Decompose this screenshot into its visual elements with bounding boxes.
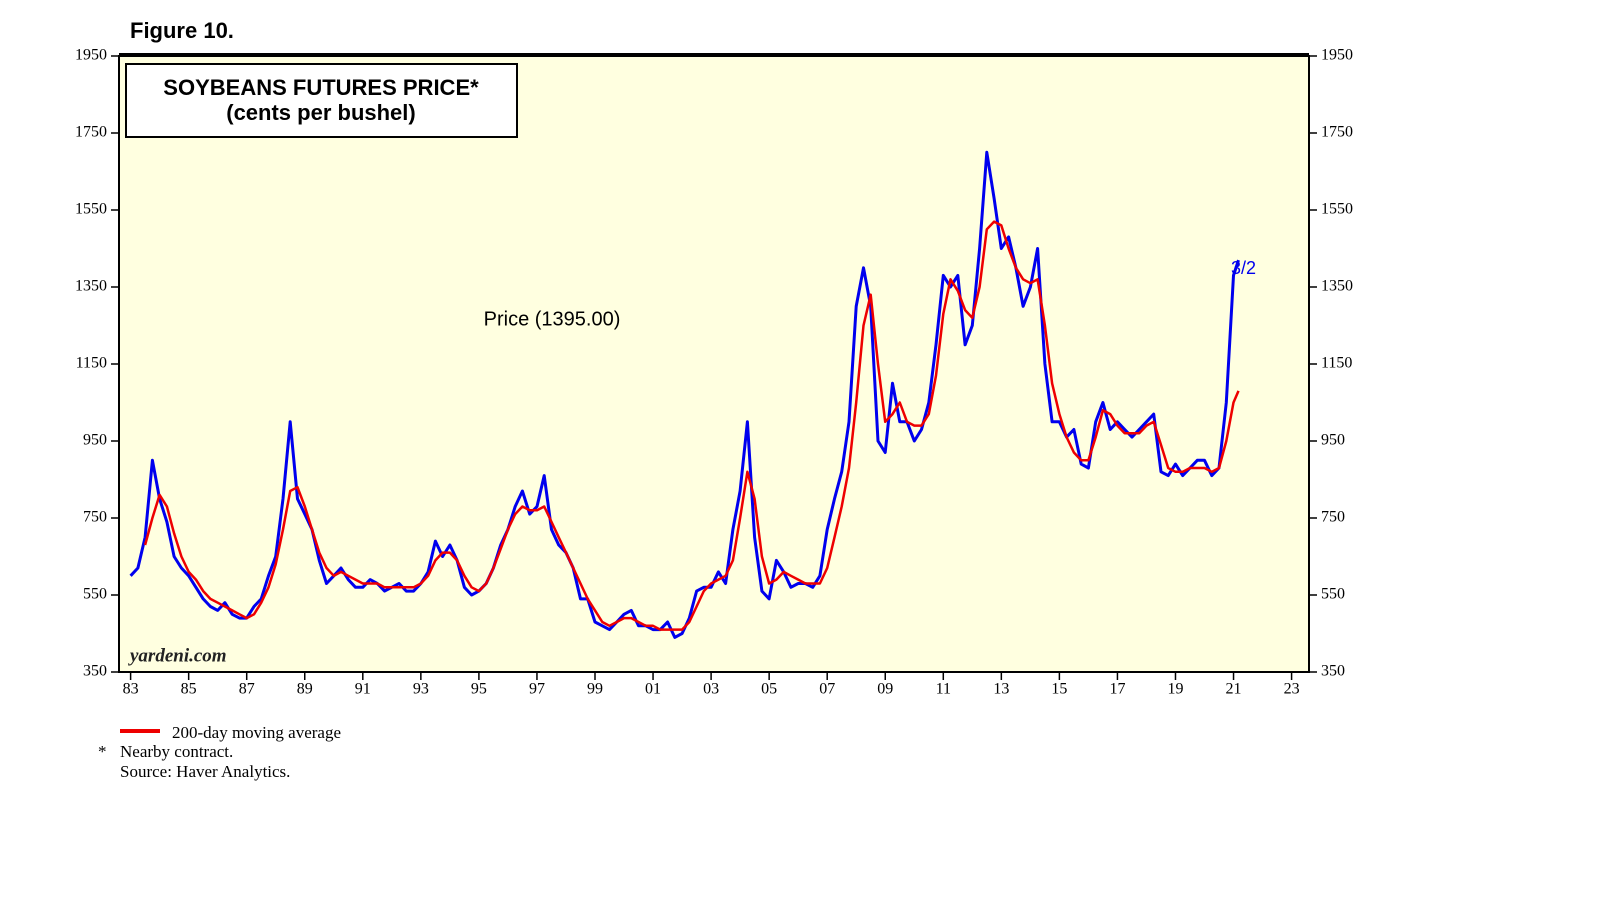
y-tick-label: 550	[83, 586, 107, 603]
x-tick-label: 03	[703, 681, 719, 698]
x-tick-label: 97	[529, 681, 545, 698]
x-tick-label: 11	[936, 681, 951, 698]
note: Nearby contract.	[120, 742, 233, 761]
y2-tick-label: 350	[1321, 663, 1345, 680]
x-tick-label: 95	[471, 681, 487, 698]
y-tick-label: 350	[83, 663, 107, 680]
x-tick-label: 23	[1284, 681, 1300, 698]
y2-tick-label: 1950	[1321, 47, 1353, 64]
y2-tick-label: 1750	[1321, 124, 1353, 141]
y2-tick-label: 1550	[1321, 201, 1353, 218]
x-tick-label: 87	[239, 681, 255, 698]
x-tick-label: 15	[1051, 681, 1067, 698]
y-tick-label: 950	[83, 432, 107, 449]
watermark: yardeni.com	[128, 645, 227, 666]
x-tick-label: 07	[819, 681, 835, 698]
x-tick-label: 09	[877, 681, 893, 698]
x-tick-label: 13	[993, 681, 1009, 698]
x-tick-label: 19	[1167, 681, 1183, 698]
x-tick-label: 89	[297, 681, 313, 698]
x-tick-label: 05	[761, 681, 777, 698]
y-tick-label: 1150	[76, 355, 107, 372]
legend-label: 200-day moving average	[172, 723, 341, 742]
y-tick-label: 1950	[75, 47, 107, 64]
y2-tick-label: 750	[1321, 509, 1345, 526]
y2-tick-label: 1150	[1321, 355, 1352, 372]
x-tick-label: 17	[1109, 681, 1125, 698]
x-tick-label: 91	[355, 681, 371, 698]
y-tick-label: 750	[83, 509, 107, 526]
series-label: Price (1395.00)	[484, 308, 621, 330]
y-tick-label: 1550	[75, 201, 107, 218]
x-tick-label: 83	[123, 681, 139, 698]
note-marker: *	[98, 742, 107, 761]
series-line	[143, 220, 1240, 631]
title-box	[125, 63, 518, 138]
end-annotation: 3/2	[1231, 258, 1256, 278]
y-tick-label: 1350	[75, 278, 107, 295]
x-tick-label: 85	[181, 681, 197, 698]
figure-label: Figure 10.	[130, 18, 234, 43]
y2-tick-label: 950	[1321, 432, 1345, 449]
y2-tick-label: 1350	[1321, 278, 1353, 295]
y-tick-label: 1750	[75, 124, 107, 141]
source: Source: Haver Analytics.	[120, 762, 290, 781]
chart-subtitle: (cents per bushel)	[226, 100, 415, 125]
chart-title: SOYBEANS FUTURES PRICE*	[163, 75, 479, 100]
x-tick-label: 93	[413, 681, 429, 698]
x-tick-label: 99	[587, 681, 603, 698]
x-tick-label: 21	[1226, 681, 1242, 698]
x-tick-label: 01	[645, 681, 661, 698]
y2-tick-label: 550	[1321, 586, 1345, 603]
plot-area	[118, 55, 1310, 673]
